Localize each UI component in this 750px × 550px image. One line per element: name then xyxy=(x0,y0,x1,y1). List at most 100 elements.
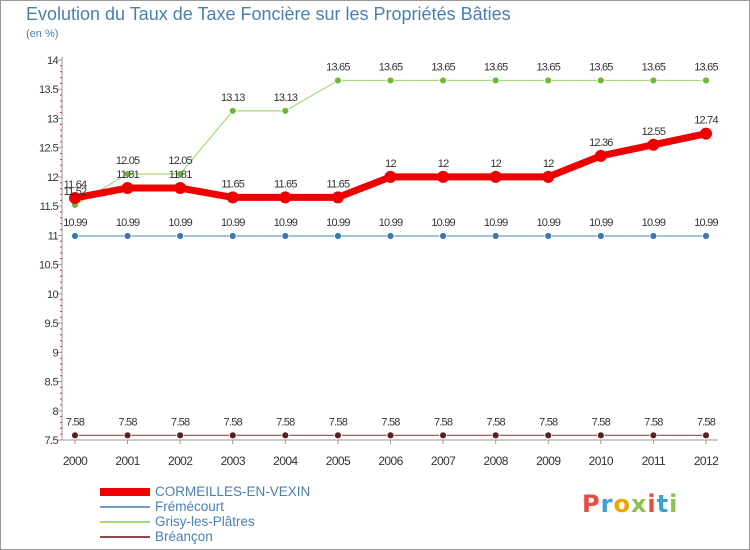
data-point xyxy=(334,431,342,440)
data-point xyxy=(384,170,397,183)
data-label: 7.58 xyxy=(171,416,190,428)
data-label: 7.58 xyxy=(539,416,558,428)
data-point xyxy=(228,431,237,440)
x-tick-label: 2002 xyxy=(168,454,193,468)
legend-swatch xyxy=(100,488,150,496)
data-point xyxy=(647,138,660,151)
logo-letter: o xyxy=(613,490,631,518)
data-label: 13.65 xyxy=(642,61,666,73)
y-tick-label: 14 xyxy=(47,55,59,67)
data-label: 13.65 xyxy=(326,61,350,73)
logo-letter: t xyxy=(656,490,670,518)
data-point xyxy=(174,182,187,195)
data-label: 10.99 xyxy=(221,217,245,229)
data-point xyxy=(702,232,710,240)
legend-label: Bréançon xyxy=(155,529,213,544)
data-label: 11.64 xyxy=(64,179,87,191)
logo-letter: r xyxy=(600,490,614,518)
data-point xyxy=(281,106,290,115)
y-tick-label: 13.5 xyxy=(39,84,58,96)
legend: CORMEILLES-EN-VEXIN Frémécourt Grisy-les-P… xyxy=(100,484,400,544)
x-tick-label: 2007 xyxy=(431,454,456,468)
x-tick-label: 2004 xyxy=(273,454,298,468)
data-point xyxy=(123,170,132,178)
data-label: 12 xyxy=(438,158,449,170)
data-point xyxy=(491,232,500,240)
data-label: 11.65 xyxy=(274,178,297,190)
data-point xyxy=(281,431,290,440)
proxiti-logo: Proxiti xyxy=(582,490,678,518)
x-tick-label: 2000 xyxy=(63,454,88,468)
data-label: 10.99 xyxy=(326,217,350,229)
data-point xyxy=(71,232,79,240)
data-point xyxy=(226,191,239,204)
legend-label: CORMEILLES-EN-VEXIN xyxy=(155,484,311,499)
data-point xyxy=(542,170,555,183)
data-label: 10.99 xyxy=(642,217,666,229)
data-label: 13.65 xyxy=(484,61,508,73)
legend-item: CORMEILLES-EN-VEXIN xyxy=(100,484,400,499)
x-tick-label: 2011 xyxy=(642,454,666,468)
data-label: 7.58 xyxy=(434,416,453,428)
x-tick-label: 2012 xyxy=(694,454,719,468)
y-tick-label: 9 xyxy=(52,347,58,359)
data-point xyxy=(386,431,395,440)
data-point xyxy=(702,76,710,85)
data-label: 7.58 xyxy=(644,416,663,428)
unit-label: (en %) xyxy=(26,28,59,40)
legend-swatch xyxy=(100,535,150,539)
data-label: 13.65 xyxy=(589,61,613,73)
data-point xyxy=(334,232,342,240)
y-tick-label: 11.5 xyxy=(40,201,59,213)
data-point xyxy=(123,232,132,240)
legend-item: Bréançon xyxy=(100,529,400,544)
data-label: 10.99 xyxy=(484,217,508,229)
data-point xyxy=(437,170,450,183)
data-point xyxy=(281,232,290,240)
data-point xyxy=(544,232,553,240)
data-point xyxy=(121,182,134,195)
data-label: 12 xyxy=(543,158,554,170)
y-tick-label: 8.5 xyxy=(45,377,59,389)
data-point xyxy=(702,431,710,440)
x-tick-label: 2005 xyxy=(326,454,351,468)
data-label: 10.99 xyxy=(168,217,192,229)
data-label: 12.05 xyxy=(116,155,140,167)
data-label: 7.58 xyxy=(487,416,506,428)
data-label: 11.81 xyxy=(169,169,192,181)
data-label: 10.99 xyxy=(589,217,613,229)
logo-letter: P xyxy=(582,490,601,518)
data-label: 10.99 xyxy=(694,217,718,229)
data-label: 7.58 xyxy=(118,416,137,428)
data-label: 7.58 xyxy=(276,416,295,428)
data-label: 7.58 xyxy=(329,416,348,428)
data-label: 7.58 xyxy=(697,416,716,428)
data-label: 13.65 xyxy=(536,61,560,73)
legend-item: Frémécourt xyxy=(100,499,400,514)
data-label: 12 xyxy=(490,158,501,170)
y-tick-label: 12 xyxy=(47,172,59,184)
data-label: 12.36 xyxy=(589,137,613,149)
data-point xyxy=(491,76,500,85)
x-tick-label: 2006 xyxy=(378,454,403,468)
chart-title: Evolution du Taux de Taxe Foncière sur l… xyxy=(26,4,511,24)
data-label: 13.65 xyxy=(694,61,718,73)
y-tick-label: 10.5 xyxy=(39,260,58,272)
data-point xyxy=(228,106,237,115)
x-tick-label: 2009 xyxy=(536,454,561,468)
data-point xyxy=(71,431,79,440)
data-label: 7.58 xyxy=(592,416,611,428)
data-point xyxy=(491,431,500,440)
data-label: 10.99 xyxy=(63,217,87,229)
logo-letter: i xyxy=(647,490,657,518)
data-label: 11.81 xyxy=(116,169,139,181)
data-label: 11.52 xyxy=(64,186,87,198)
y-tick-label: 12.5 xyxy=(39,143,58,155)
data-label: 12 xyxy=(385,158,396,170)
data-point xyxy=(331,191,344,204)
legend-swatch xyxy=(100,520,150,524)
data-label: 12.74 xyxy=(694,115,718,127)
legend-label: Grisy-les-Plâtres xyxy=(155,514,255,529)
logo-letter: x xyxy=(630,490,648,518)
